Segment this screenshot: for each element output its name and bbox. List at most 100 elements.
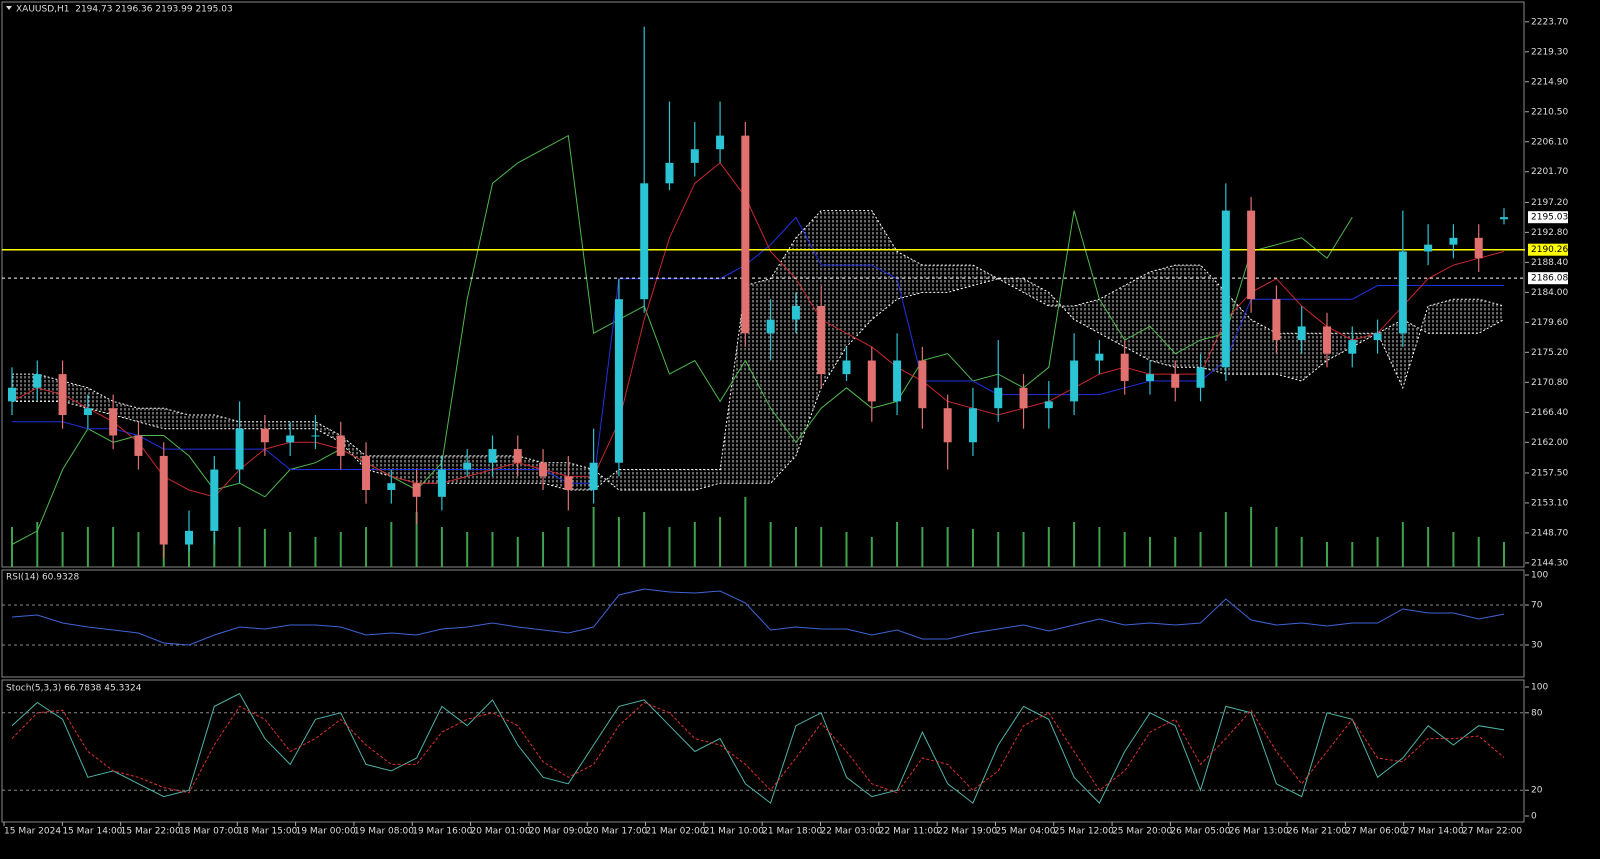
candle-body — [8, 387, 16, 402]
candle-body — [842, 360, 851, 375]
candle-body — [766, 319, 775, 334]
candle-body — [614, 299, 623, 463]
senkou-span-a — [12, 278, 1505, 491]
tenkan-line — [11, 162, 1505, 498]
candle-body — [1398, 251, 1407, 334]
x-tick-label: 20 Mar 01:00 — [471, 827, 531, 837]
x-tick-label: 19 Mar 00:00 — [296, 827, 356, 837]
candle-body — [716, 135, 725, 150]
stoch-panel — [1, 679, 1525, 823]
candle-body — [867, 360, 876, 402]
last-price-box — [1528, 211, 1568, 224]
candle-body — [1272, 299, 1281, 341]
y-tick-label: 2206.10 — [1531, 137, 1568, 147]
candle-body — [1145, 374, 1154, 381]
kijun-line — [12, 216, 1504, 484]
x-tick-label: 27 Mar 22:00 — [1462, 827, 1522, 837]
x-tick-label: 21 Mar 18:00 — [762, 827, 822, 837]
x-tick-label: 19 Mar 08:00 — [354, 827, 414, 837]
y-tick-label: 2197.20 — [1531, 198, 1568, 208]
y-tick-label: 2157.50 — [1531, 468, 1568, 478]
x-tick-label: 15 Mar 2024 — [4, 827, 61, 837]
candle-body — [513, 449, 522, 463]
x-tick-label: 20 Mar 09:00 — [529, 827, 589, 837]
x-tick-label: 20 Mar 17:00 — [587, 827, 647, 837]
candle-body — [589, 462, 598, 490]
y-tick-label: 80 — [1531, 708, 1543, 718]
candle-body — [918, 360, 927, 409]
candle-body — [817, 305, 826, 375]
stoch-title: Stoch(5,3,3) 66.7838 45.3324 — [6, 684, 142, 694]
y-tick-label: 100 — [1531, 571, 1548, 581]
price-level-label: 2190.26 — [1531, 245, 1568, 255]
candle-body — [791, 305, 800, 320]
y-tick-label: 2210.50 — [1531, 107, 1568, 117]
price-level-label: 2186.08 — [1531, 274, 1568, 284]
candle-body — [1297, 326, 1306, 341]
candle-body — [943, 408, 952, 443]
y-tick-label: 2170.80 — [1531, 378, 1568, 388]
x-tick-label: 18 Mar 15:00 — [237, 827, 297, 837]
x-tick-label: 26 Mar 05:00 — [1170, 827, 1230, 837]
x-tick-label: 21 Mar 02:00 — [646, 827, 706, 837]
x-tick-label: 15 Mar 14:00 — [62, 827, 122, 837]
candle-body — [1322, 326, 1331, 354]
candle-body — [412, 483, 421, 497]
x-tick-label: 25 Mar 12:00 — [1054, 827, 1114, 837]
candle-body — [1196, 367, 1205, 388]
candle-body — [336, 435, 345, 456]
price-level-box — [1528, 243, 1568, 256]
x-tick-label: 21 Mar 10:00 — [704, 827, 764, 837]
candle-body — [893, 360, 902, 402]
y-tick-label: 0 — [1531, 812, 1537, 822]
y-tick-label: 100 — [1531, 683, 1548, 693]
candle-body — [437, 469, 446, 497]
x-tick-label: 26 Mar 13:00 — [1229, 827, 1289, 837]
x-tick-label: 27 Mar 14:00 — [1404, 827, 1464, 837]
x-tick-label: 22 Mar 11:00 — [879, 827, 939, 837]
candle-body — [994, 387, 1003, 409]
y-tick-label: 20 — [1531, 786, 1543, 796]
candle-body — [564, 476, 573, 490]
candle-body — [109, 408, 118, 436]
x-tick-label: 25 Mar 04:00 — [995, 827, 1055, 837]
y-tick-label: 70 — [1531, 601, 1543, 611]
candle-body — [665, 162, 674, 184]
x-tick-label: 18 Mar 07:00 — [179, 827, 239, 837]
y-tick-label: 2214.90 — [1531, 77, 1568, 87]
candle-body — [1070, 360, 1079, 402]
candle-body — [690, 149, 699, 163]
y-tick-label: 2153.10 — [1531, 498, 1568, 508]
candle-body — [1120, 353, 1129, 381]
x-tick-label: 19 Mar 16:00 — [412, 827, 472, 837]
candle-body — [741, 135, 750, 334]
y-tick-label: 2166.40 — [1531, 408, 1568, 418]
candle-body — [1247, 210, 1256, 300]
candle-body — [1019, 387, 1028, 409]
candle-body — [1221, 210, 1230, 368]
ichimoku-cloud — [12, 210, 1504, 490]
candle-body — [539, 462, 548, 477]
candle-body — [286, 435, 295, 443]
candle-body — [159, 455, 168, 545]
candle-body — [185, 530, 194, 545]
candle-body — [1095, 353, 1104, 361]
candle-body — [235, 428, 244, 470]
y-tick-label: 2219.30 — [1531, 47, 1568, 57]
candle-body — [1171, 374, 1180, 388]
price-panel — [1, 1, 1525, 568]
y-tick-label: 2144.30 — [1531, 558, 1568, 568]
y-tick-label: 2179.60 — [1531, 318, 1568, 328]
candle-body — [640, 183, 649, 300]
candle-body — [33, 374, 42, 388]
candle-body — [387, 483, 396, 490]
candle-body — [362, 455, 371, 490]
candle-body — [1348, 340, 1357, 354]
x-tick-label: 15 Mar 22:00 — [121, 827, 181, 837]
y-tick-label: 2223.70 — [1531, 17, 1568, 27]
y-tick-label: 2175.20 — [1531, 348, 1568, 358]
y-tick-label: 2188.40 — [1531, 258, 1568, 268]
candle-body — [1449, 237, 1458, 245]
candle-body — [968, 408, 977, 443]
